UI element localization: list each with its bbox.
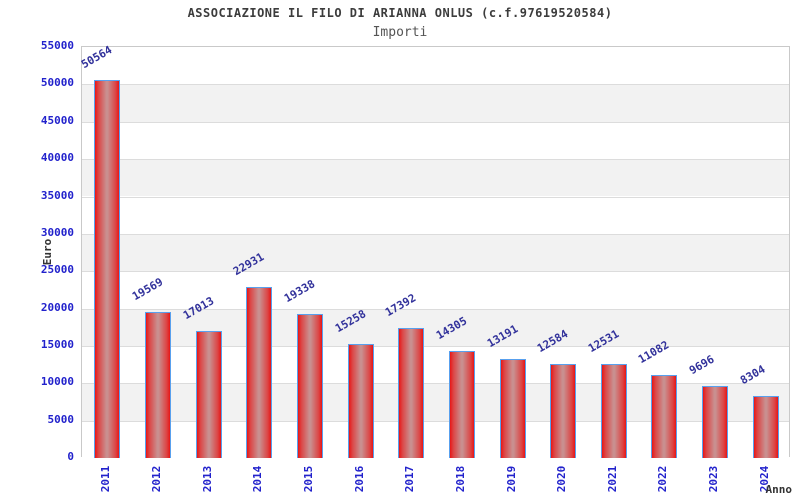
plot-band <box>82 345 789 384</box>
plot-band <box>82 47 789 85</box>
y-tick-label: 15000 <box>40 337 74 351</box>
bar-2024 <box>752 395 779 458</box>
x-tick-label: 2013 <box>200 465 214 493</box>
y-tick-label: 40000 <box>40 151 74 165</box>
plot-band <box>82 84 789 122</box>
x-tick-label: 2011 <box>99 465 113 493</box>
bar-2011 <box>94 80 121 458</box>
bar-2016 <box>347 344 374 458</box>
x-tick-label: 2014 <box>251 465 265 493</box>
gridline <box>82 121 789 123</box>
y-tick-label: 45000 <box>40 113 74 127</box>
x-tick-label: 2012 <box>150 465 163 493</box>
y-tick-label: 5000 <box>47 412 75 426</box>
plot-band <box>82 420 789 458</box>
chart-title: ASSOCIAZIONE IL FILO DI ARIANNA ONLUS (c… <box>187 6 613 20</box>
bar-2021 <box>600 364 627 458</box>
gridline <box>82 308 789 310</box>
bar-2018 <box>448 351 475 458</box>
bar-2023 <box>702 385 728 458</box>
plot-band <box>82 383 789 421</box>
x-tick-label: 2015 <box>301 465 315 493</box>
gridline <box>82 196 789 198</box>
bar-2015 <box>296 313 323 458</box>
gridline <box>82 159 789 161</box>
x-tick-label: 2022 <box>656 465 670 493</box>
x-tick-label: 2021 <box>605 465 619 493</box>
gridline <box>82 233 789 235</box>
x-tick-label: 2017 <box>403 465 417 493</box>
plot-band <box>82 233 789 272</box>
bar-2013 <box>195 330 222 458</box>
bar-2012 <box>145 311 171 458</box>
bar-2017 <box>398 328 425 458</box>
plot-band <box>82 159 789 197</box>
bar-2020 <box>550 364 577 458</box>
plot-band <box>82 196 789 234</box>
x-axis-title: Anno <box>765 483 793 496</box>
plot-band <box>82 271 789 309</box>
y-tick-label: 30000 <box>40 225 74 239</box>
x-tick-label: 2020 <box>555 465 569 493</box>
y-tick-label: 35000 <box>40 188 74 202</box>
y-tick-label: 0 <box>67 450 74 463</box>
y-tick-label: 50000 <box>40 76 74 90</box>
bar-2019 <box>499 359 526 458</box>
x-tick-label: 2023 <box>707 465 720 493</box>
gridline <box>82 383 789 385</box>
gridline <box>82 420 789 422</box>
y-tick-label: 25000 <box>40 263 74 277</box>
gridline <box>82 271 789 273</box>
x-tick-label: 2018 <box>453 465 467 493</box>
y-tick-label: 10000 <box>40 375 74 389</box>
bar-2022 <box>651 375 678 458</box>
bar-2014 <box>246 286 273 458</box>
x-tick-label: 2016 <box>352 465 366 493</box>
y-tick-label: 55000 <box>40 39 74 52</box>
plot-band <box>82 121 789 160</box>
gridline <box>82 345 789 347</box>
y-tick-label: 20000 <box>40 300 74 314</box>
plot-area: 50564 19569 17013 22931 19338 15258 17392 14305… <box>79 43 790 458</box>
chart-subtitle: Importi <box>372 25 428 40</box>
gridline <box>82 84 789 86</box>
x-tick-label: 2019 <box>504 465 518 493</box>
